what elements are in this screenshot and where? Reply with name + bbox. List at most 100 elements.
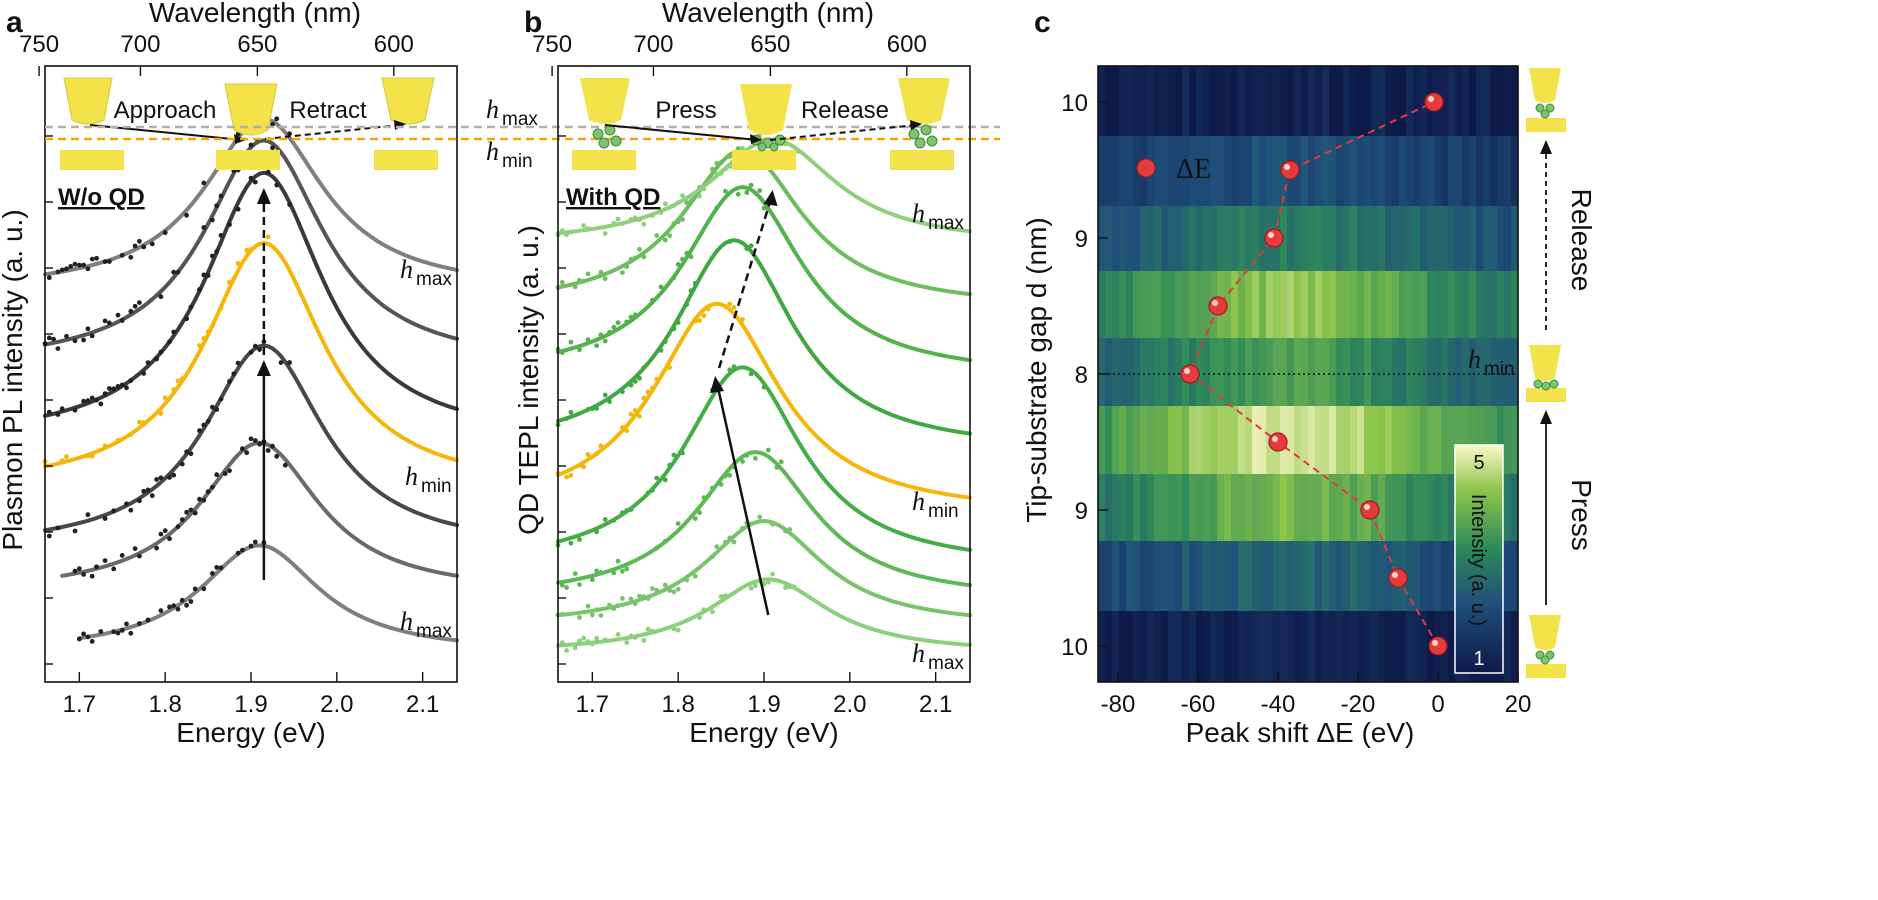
heatmap-cell [1224, 206, 1232, 271]
data-point [568, 540, 574, 546]
heatmap-cell [1420, 406, 1428, 474]
heatmap-cell [1413, 271, 1421, 338]
heatmap-cell [1231, 611, 1239, 682]
panel-b-curve-label-top: h max [912, 199, 964, 234]
heatmap-cell [1126, 406, 1134, 474]
data-point [235, 206, 241, 212]
heatmap-cell [1343, 66, 1351, 136]
data-point [701, 313, 707, 319]
panel-c-side: Release Press [1526, 68, 1597, 678]
heatmap-cell [1434, 474, 1442, 541]
data-point [270, 443, 275, 449]
data-point [628, 507, 634, 512]
data-point [162, 395, 168, 401]
panel-a-top-axis-label: Wavelength (nm) [149, 0, 361, 28]
heatmap-cell [1224, 271, 1232, 338]
data-point [102, 443, 108, 449]
data-point [710, 554, 715, 559]
heatmap-cell [1406, 136, 1414, 206]
substrate-icon [60, 150, 124, 170]
data-point [149, 493, 155, 499]
panel-b-curve-label-mid: h min [912, 487, 959, 522]
data-point [585, 603, 591, 609]
data-point [55, 525, 61, 531]
data-point [81, 631, 86, 637]
data-point [214, 472, 220, 478]
data-point [218, 233, 224, 238]
data-point [210, 484, 215, 490]
data-point [81, 572, 86, 577]
heatmap-cell [1161, 136, 1169, 206]
heatmap-cell [1105, 474, 1113, 541]
heatmap-cell [1315, 271, 1323, 338]
data-point [1424, 92, 1444, 112]
data-point [227, 468, 232, 474]
heatmap-cell [1266, 136, 1274, 206]
heatmap-cell [1266, 338, 1274, 406]
heatmap-cell [1343, 406, 1351, 474]
x-tick-label: 1.8 [148, 691, 181, 718]
heatmap-cell [1168, 206, 1176, 271]
data-point [1360, 500, 1380, 520]
heatmap-cell [1336, 136, 1344, 206]
heatmap-cell [1168, 66, 1176, 136]
heatmap-cell [1273, 338, 1281, 406]
data-point [107, 320, 112, 326]
heatmap-cell [1357, 406, 1365, 474]
data-point [632, 379, 638, 384]
heatmap-cell [1112, 611, 1120, 682]
heatmap-cell [1420, 206, 1428, 271]
heatmap-cell [1231, 338, 1239, 406]
heatmap-cell [1490, 66, 1498, 136]
heatmap-cell [1294, 206, 1302, 271]
heatmap-cell [1112, 541, 1120, 611]
data-point [701, 186, 707, 192]
data-point [559, 582, 565, 588]
data-point [727, 535, 733, 541]
heatmap-cell [1469, 66, 1477, 136]
heatmap-cell [1287, 206, 1295, 271]
data-point [675, 219, 681, 225]
data-point [248, 247, 254, 252]
data-point [714, 160, 720, 166]
data-point [55, 412, 61, 417]
data-point [624, 264, 630, 269]
arrow-head-icon [910, 120, 922, 130]
heatmap-cell [1483, 338, 1491, 406]
heatmap-cell [1182, 474, 1190, 541]
heatmap-cell [1133, 66, 1141, 136]
data-point [265, 169, 271, 175]
heatmap-cell [1420, 541, 1428, 611]
data-point [577, 277, 582, 283]
panel-b-letter: b [524, 6, 542, 39]
heatmap-cell [1308, 271, 1316, 338]
heatmap-cell [1182, 136, 1190, 206]
heatmap-cell [1336, 206, 1344, 271]
heatmap-cell [1301, 66, 1309, 136]
heatmap-cell [1133, 338, 1141, 406]
data-point [748, 521, 754, 527]
data-point [620, 596, 625, 601]
data-point [577, 537, 582, 542]
data-point [107, 259, 112, 264]
heatmap-cell [1231, 66, 1239, 136]
heatmap-cell [1511, 541, 1519, 611]
heatmap-cell [1308, 206, 1316, 271]
heatmap-cell [1441, 338, 1449, 406]
heatmap-cell [1189, 406, 1197, 474]
heatmap-cell [1392, 474, 1400, 541]
heatmap-cell [1336, 338, 1344, 406]
data-point [783, 528, 788, 534]
data-point [274, 182, 280, 188]
heatmap-cell [1315, 136, 1323, 206]
data-point [179, 597, 185, 603]
x-tick-label: -20 [1341, 691, 1376, 718]
heatmap-cell [1287, 271, 1295, 338]
point-highlight [1432, 640, 1438, 646]
heatmap-cell [1392, 611, 1400, 682]
heatmap-cell [1504, 611, 1512, 682]
heatmap-cell [1147, 271, 1155, 338]
heatmap-cell [1210, 66, 1218, 136]
data-point [697, 510, 702, 515]
data-point [179, 376, 185, 382]
